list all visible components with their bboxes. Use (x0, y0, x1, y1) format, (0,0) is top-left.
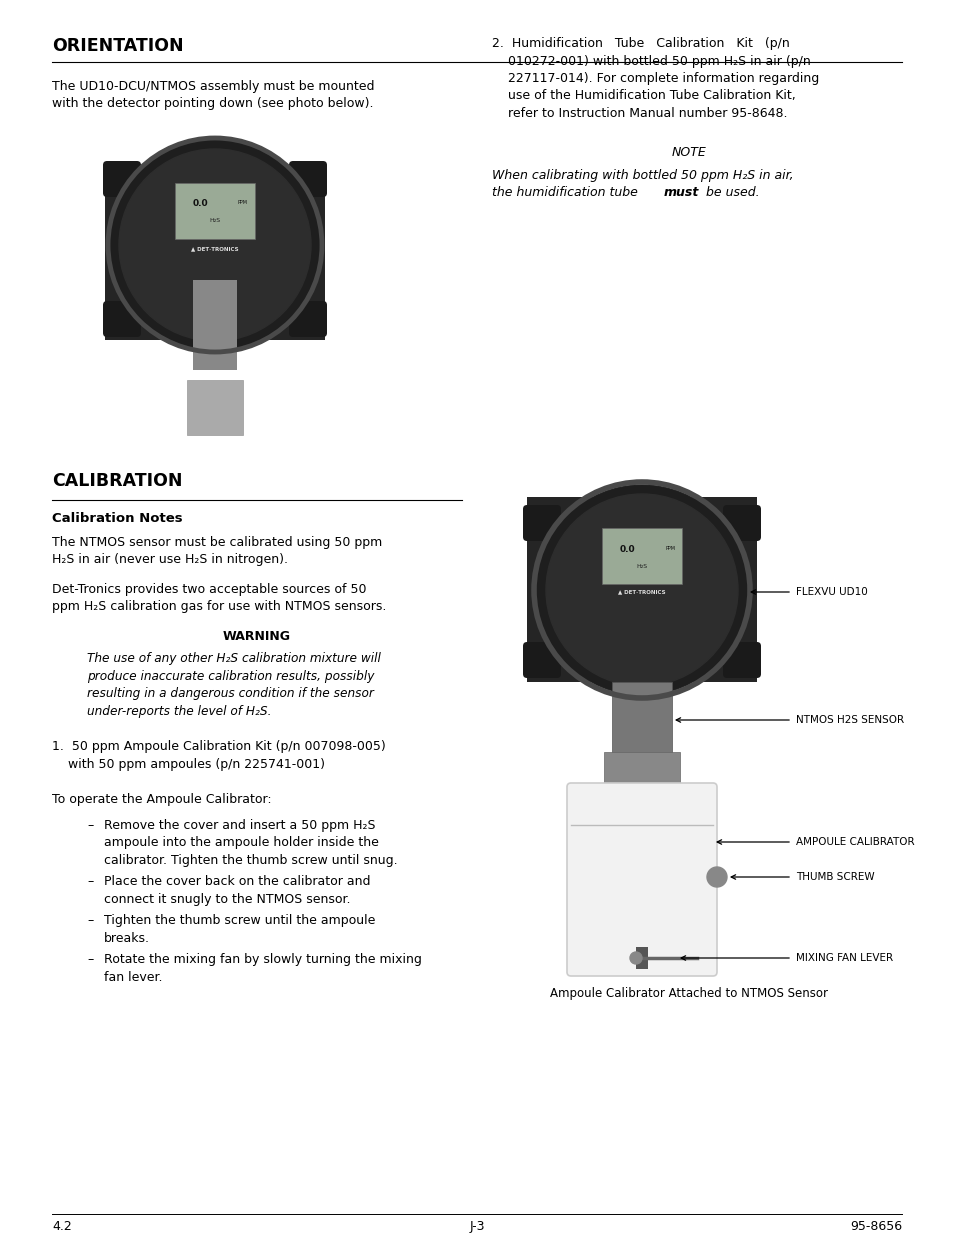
Text: H₂S: H₂S (636, 563, 647, 568)
Text: J-3: J-3 (469, 1220, 484, 1233)
Text: be used.: be used. (701, 186, 759, 200)
Text: THUMB SCREW: THUMB SCREW (795, 872, 874, 882)
Text: The UD10-DCU/NTMOS assembly must be mounted: The UD10-DCU/NTMOS assembly must be moun… (52, 80, 375, 93)
Text: ORIENTATION: ORIENTATION (52, 37, 183, 56)
FancyBboxPatch shape (526, 496, 757, 682)
Text: WARNING: WARNING (223, 630, 291, 643)
Text: refer to Instruction Manual number 95-8648.: refer to Instruction Manual number 95-86… (492, 107, 786, 120)
Text: 227117-014). For complete information regarding: 227117-014). For complete information re… (492, 72, 819, 85)
Circle shape (110, 140, 319, 350)
Text: –: – (87, 953, 93, 967)
FancyBboxPatch shape (601, 529, 681, 584)
Text: 4.2: 4.2 (52, 1220, 71, 1233)
Text: Tighten the thumb screw until the ampoule: Tighten the thumb screw until the ampoul… (104, 914, 375, 927)
FancyBboxPatch shape (722, 642, 760, 678)
Text: calibrator. Tighten the thumb screw until snug.: calibrator. Tighten the thumb screw unti… (104, 853, 397, 867)
Text: When calibrating with bottled 50 ppm H₂S in air,: When calibrating with bottled 50 ppm H₂S… (492, 169, 793, 182)
Circle shape (706, 867, 726, 887)
Text: AMPOULE CALIBRATOR: AMPOULE CALIBRATOR (795, 837, 914, 847)
Text: ▲ DET·TRONICS: ▲ DET·TRONICS (618, 589, 665, 594)
Text: –: – (87, 819, 93, 832)
Text: 95-8656: 95-8656 (849, 1220, 901, 1233)
Text: with 50 ppm ampoules (p/n 225741-001): with 50 ppm ampoules (p/n 225741-001) (52, 758, 325, 771)
Text: PPM: PPM (664, 547, 675, 552)
Text: CALIBRATION: CALIBRATION (52, 472, 182, 490)
FancyBboxPatch shape (193, 280, 236, 370)
Text: the humidification tube: the humidification tube (492, 186, 641, 200)
Text: –: – (87, 876, 93, 888)
FancyBboxPatch shape (612, 682, 671, 757)
Text: –: – (87, 914, 93, 927)
Text: breaks.: breaks. (104, 932, 150, 945)
Text: MIXING FAN LEVER: MIXING FAN LEVER (795, 953, 892, 963)
Circle shape (545, 494, 738, 685)
FancyBboxPatch shape (103, 161, 141, 198)
Text: ▲ DET·TRONICS: ▲ DET·TRONICS (191, 247, 238, 252)
Text: Det-Tronics provides two acceptable sources of 50: Det-Tronics provides two acceptable sour… (52, 583, 366, 595)
FancyBboxPatch shape (105, 165, 325, 340)
FancyBboxPatch shape (522, 642, 560, 678)
Text: 010272-001) with bottled 50 ppm H₂S in air (p/n: 010272-001) with bottled 50 ppm H₂S in a… (492, 54, 810, 68)
Text: Calibration Notes: Calibration Notes (52, 513, 182, 525)
FancyBboxPatch shape (289, 301, 327, 337)
Text: To operate the Ampoule Calibrator:: To operate the Ampoule Calibrator: (52, 794, 272, 806)
Text: under-reports the level of H₂S.: under-reports the level of H₂S. (87, 705, 272, 718)
Text: Remove the cover and insert a 50 ppm H₂S: Remove the cover and insert a 50 ppm H₂S (104, 819, 375, 832)
Text: NOTE: NOTE (672, 147, 706, 159)
Text: NTMOS H2S SENSOR: NTMOS H2S SENSOR (795, 715, 903, 725)
Text: H₂S in air (never use H₂S in nitrogen).: H₂S in air (never use H₂S in nitrogen). (52, 553, 288, 567)
Text: The NTMOS sensor must be calibrated using 50 ppm: The NTMOS sensor must be calibrated usin… (52, 536, 382, 550)
FancyBboxPatch shape (187, 380, 243, 435)
Text: resulting in a dangerous condition if the sensor: resulting in a dangerous condition if th… (87, 688, 374, 700)
Text: produce inaccurate calibration results, possibly: produce inaccurate calibration results, … (87, 671, 374, 683)
Text: The use of any other H₂S calibration mixture will: The use of any other H₂S calibration mix… (87, 652, 380, 666)
FancyBboxPatch shape (174, 183, 254, 240)
Text: 1.  50 ppm Ampoule Calibration Kit (p/n 007098-005): 1. 50 ppm Ampoule Calibration Kit (p/n 0… (52, 741, 385, 753)
Text: Place the cover back on the calibrator and: Place the cover back on the calibrator a… (104, 876, 370, 888)
Text: FLEXVU UD10: FLEXVU UD10 (795, 587, 867, 597)
Text: H₂S: H₂S (210, 219, 220, 224)
Text: 2.  Humidification   Tube   Calibration   Kit   (p/n: 2. Humidification Tube Calibration Kit (… (492, 37, 789, 49)
FancyBboxPatch shape (289, 161, 327, 198)
Text: 0.0: 0.0 (193, 200, 208, 209)
FancyBboxPatch shape (636, 947, 647, 969)
FancyBboxPatch shape (103, 301, 141, 337)
Text: connect it snugly to the NTMOS sensor.: connect it snugly to the NTMOS sensor. (104, 893, 350, 906)
FancyBboxPatch shape (566, 783, 717, 976)
Text: 0.0: 0.0 (618, 546, 635, 555)
Text: use of the Humidification Tube Calibration Kit,: use of the Humidification Tube Calibrati… (492, 89, 795, 103)
FancyBboxPatch shape (603, 752, 679, 787)
Text: fan lever.: fan lever. (104, 971, 162, 984)
Text: Ampoule Calibrator Attached to NTMOS Sensor: Ampoule Calibrator Attached to NTMOS Sen… (550, 987, 827, 1000)
Text: PPM: PPM (237, 200, 248, 205)
Text: ampoule into the ampoule holder inside the: ampoule into the ampoule holder inside t… (104, 836, 378, 850)
Text: Rotate the mixing fan by slowly turning the mixing: Rotate the mixing fan by slowly turning … (104, 953, 421, 967)
Circle shape (537, 485, 746, 695)
Text: must: must (663, 186, 699, 200)
FancyBboxPatch shape (522, 505, 560, 541)
Text: ppm H₂S calibration gas for use with NTMOS sensors.: ppm H₂S calibration gas for use with NTM… (52, 600, 386, 613)
FancyBboxPatch shape (722, 505, 760, 541)
Circle shape (629, 952, 641, 965)
Circle shape (119, 149, 311, 341)
Text: with the detector pointing down (see photo below).: with the detector pointing down (see pho… (52, 98, 374, 110)
